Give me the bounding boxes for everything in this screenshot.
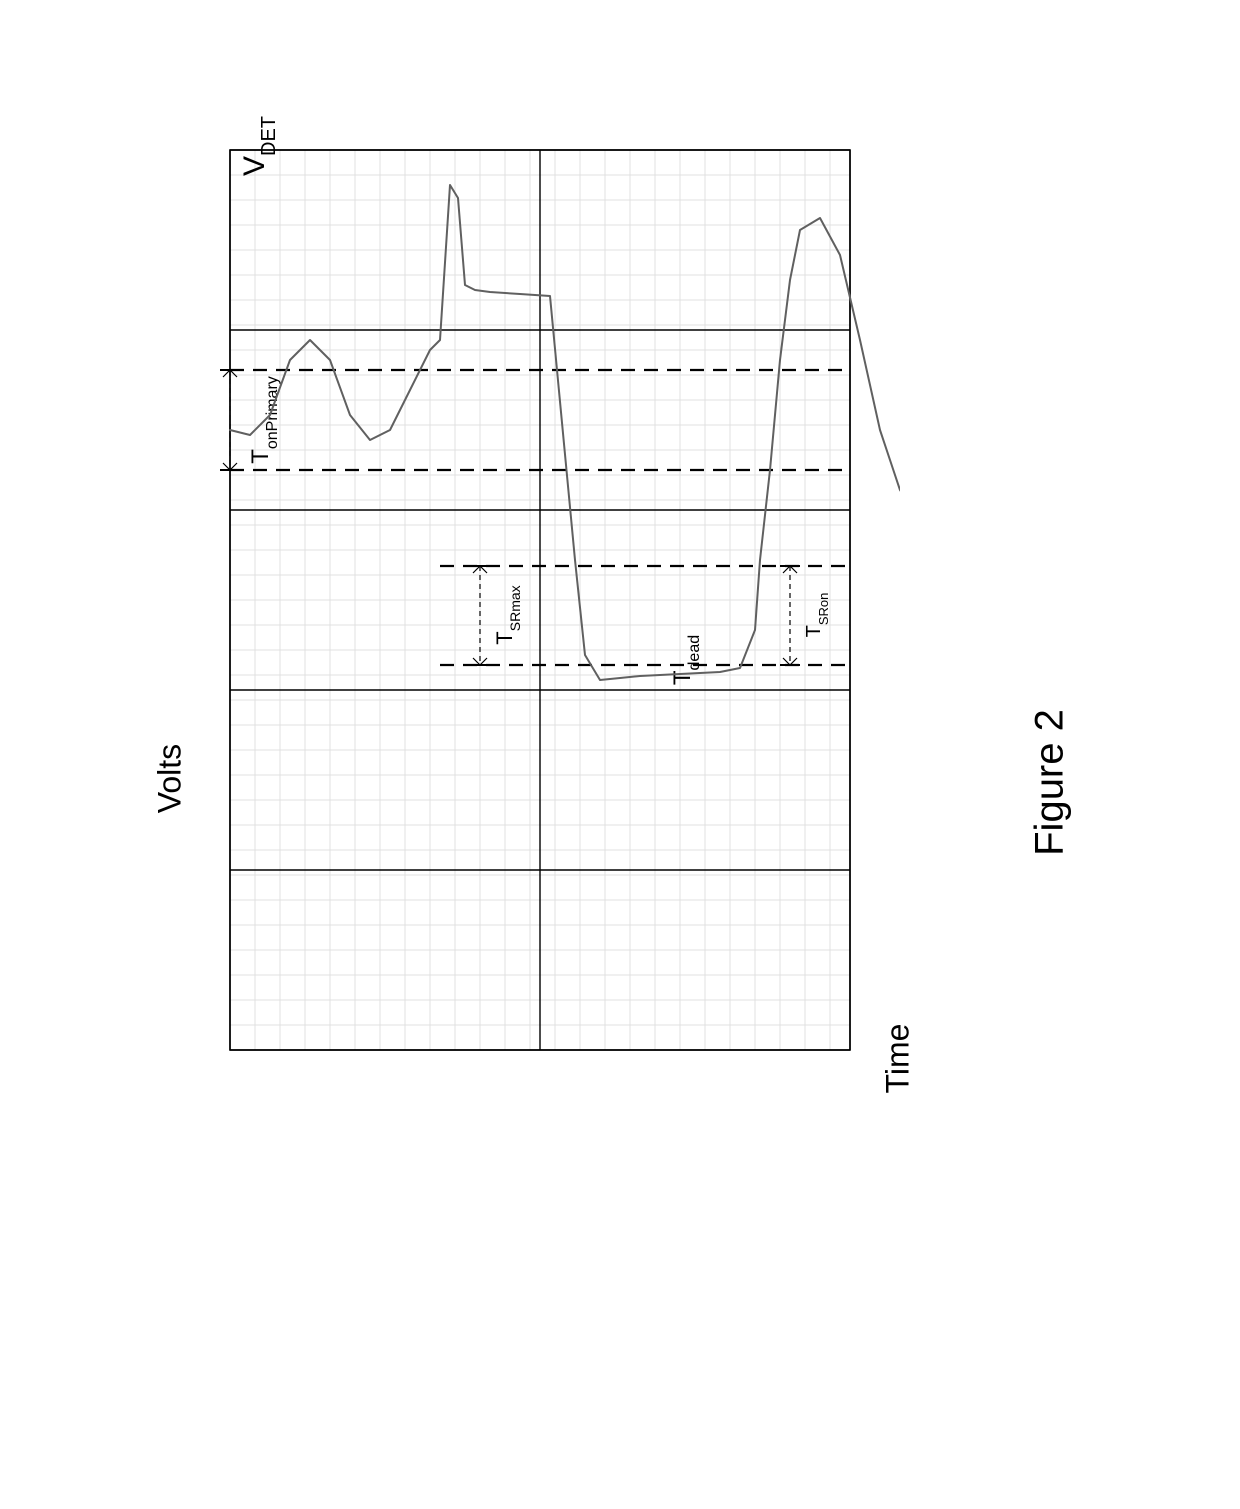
figure-caption: Figure 2 (1028, 683, 1073, 883)
chart-svg: VDETTonPrimaryTSRmaxTSRonTdead (180, 100, 900, 1100)
figure-caption-text: Figure 2 (1028, 709, 1072, 856)
oscilloscope-chart: VDETTonPrimaryTSRmaxTSRonTdead (180, 100, 900, 1100)
page: Volts Time Figure 2 VDETTonPrimaryTSRmax… (0, 0, 1240, 1509)
